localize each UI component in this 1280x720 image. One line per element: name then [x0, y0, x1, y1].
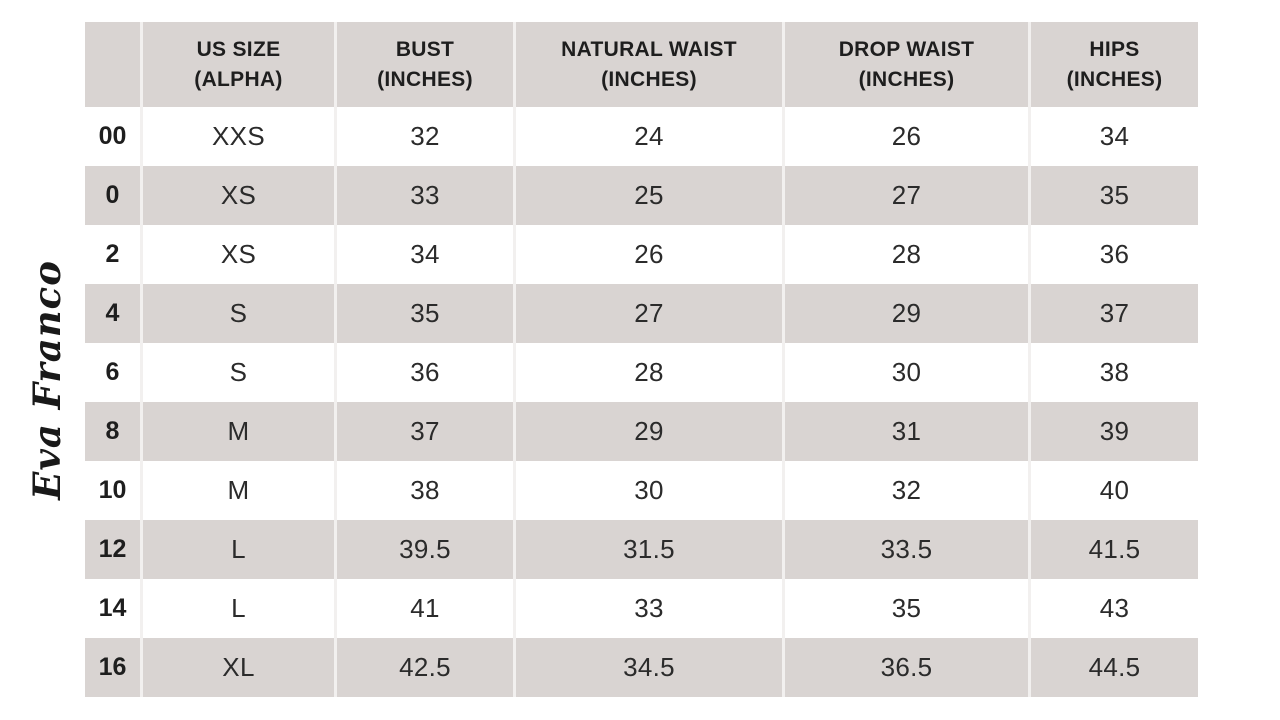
drop-waist-cell: 28: [785, 225, 1031, 284]
drop-waist-cell: 33.5: [785, 520, 1031, 579]
header-row: US SIZE (ALPHA) BUST (INCHES) NATURAL WA…: [85, 22, 1198, 107]
hips-cell: 37: [1031, 284, 1198, 343]
us-size-cell: 6: [85, 343, 143, 402]
bust-cell: 41: [337, 579, 516, 638]
drop-waist-cell: 32: [785, 461, 1031, 520]
hips-cell: 44.5: [1031, 638, 1198, 697]
alpha-size-cell: S: [143, 284, 337, 343]
bust-cell: 39.5: [337, 520, 516, 579]
header-line: (INCHES): [601, 67, 697, 91]
drop-waist-cell: 30: [785, 343, 1031, 402]
table-row-size-6: 6 S 36 28 30 38: [85, 343, 1198, 402]
us-size-cell: 8: [85, 402, 143, 461]
header-line: (ALPHA): [194, 67, 283, 91]
natural-waist-cell: 34.5: [516, 638, 785, 697]
natural-waist-cell: 33: [516, 579, 785, 638]
header-line: HIPS: [1089, 37, 1140, 61]
hips-cell: 38: [1031, 343, 1198, 402]
alpha-size-cell: XS: [143, 166, 337, 225]
header-natural-waist: NATURAL WAIST (INCHES): [516, 22, 785, 107]
alpha-size-cell: L: [143, 579, 337, 638]
table-row-size-8: 8 M 37 29 31 39: [85, 402, 1198, 461]
header-corner-cell: [85, 22, 143, 107]
natural-waist-cell: 27: [516, 284, 785, 343]
us-size-cell: 12: [85, 520, 143, 579]
natural-waist-cell: 26: [516, 225, 785, 284]
alpha-size-cell: M: [143, 402, 337, 461]
header-us-size-alpha: US SIZE (ALPHA): [143, 22, 337, 107]
table-row-size-2: 2 XS 34 26 28 36: [85, 225, 1198, 284]
alpha-size-cell: M: [143, 461, 337, 520]
header-line: NATURAL WAIST: [561, 37, 737, 61]
us-size-cell: 4: [85, 284, 143, 343]
table-row-size-0: 0 XS 33 25 27 35: [85, 166, 1198, 225]
hips-cell: 34: [1031, 107, 1198, 166]
alpha-size-cell: XL: [143, 638, 337, 697]
hips-cell: 43: [1031, 579, 1198, 638]
hips-cell: 36: [1031, 225, 1198, 284]
size-chart-table: US SIZE (ALPHA) BUST (INCHES) NATURAL WA…: [85, 22, 1198, 697]
header-drop-waist: DROP WAIST (INCHES): [785, 22, 1031, 107]
bust-cell: 34: [337, 225, 516, 284]
brand-logo: Eva Franco: [7, 260, 87, 500]
alpha-size-cell: L: [143, 520, 337, 579]
bust-cell: 37: [337, 402, 516, 461]
header-bust: BUST (INCHES): [337, 22, 516, 107]
hips-cell: 40: [1031, 461, 1198, 520]
bust-cell: 38: [337, 461, 516, 520]
brand-logo-text: Eva Franco: [25, 260, 69, 500]
header-line: (INCHES): [377, 67, 473, 91]
natural-waist-cell: 25: [516, 166, 785, 225]
header-line: US SIZE: [196, 37, 281, 61]
drop-waist-cell: 35: [785, 579, 1031, 638]
table-row-size-12: 12 L 39.5 31.5 33.5 41.5: [85, 520, 1198, 579]
header-hips: HIPS (INCHES): [1031, 22, 1198, 107]
header-line: DROP WAIST: [838, 37, 975, 61]
header-line: BUST: [395, 37, 455, 61]
us-size-cell: 16: [85, 638, 143, 697]
table-row-size-10: 10 M 38 30 32 40: [85, 461, 1198, 520]
table-row-size-16: 16 XL 42.5 34.5 36.5 44.5: [85, 638, 1198, 697]
alpha-size-cell: XXS: [143, 107, 337, 166]
natural-waist-cell: 24: [516, 107, 785, 166]
drop-waist-cell: 27: [785, 166, 1031, 225]
hips-cell: 39: [1031, 402, 1198, 461]
table-row-size-14: 14 L 41 33 35 43: [85, 579, 1198, 638]
header-line: (INCHES): [858, 67, 955, 91]
bust-cell: 42.5: [337, 638, 516, 697]
bust-cell: 35: [337, 284, 516, 343]
us-size-cell: 00: [85, 107, 143, 166]
bust-cell: 33: [337, 166, 516, 225]
natural-waist-cell: 31.5: [516, 520, 785, 579]
us-size-cell: 2: [85, 225, 143, 284]
drop-waist-cell: 31: [785, 402, 1031, 461]
drop-waist-cell: 29: [785, 284, 1031, 343]
us-size-cell: 14: [85, 579, 143, 638]
table-row-size-00: 00 XXS 32 24 26 34: [85, 107, 1198, 166]
natural-waist-cell: 29: [516, 402, 785, 461]
natural-waist-cell: 30: [516, 461, 785, 520]
drop-waist-cell: 36.5: [785, 638, 1031, 697]
drop-waist-cell: 26: [785, 107, 1031, 166]
alpha-size-cell: S: [143, 343, 337, 402]
table-row-size-4: 4 S 35 27 29 37: [85, 284, 1198, 343]
us-size-cell: 0: [85, 166, 143, 225]
alpha-size-cell: XS: [143, 225, 337, 284]
bust-cell: 36: [337, 343, 516, 402]
us-size-cell: 10: [85, 461, 143, 520]
hips-cell: 41.5: [1031, 520, 1198, 579]
natural-waist-cell: 28: [516, 343, 785, 402]
hips-cell: 35: [1031, 166, 1198, 225]
header-line: (INCHES): [1066, 67, 1163, 91]
bust-cell: 32: [337, 107, 516, 166]
